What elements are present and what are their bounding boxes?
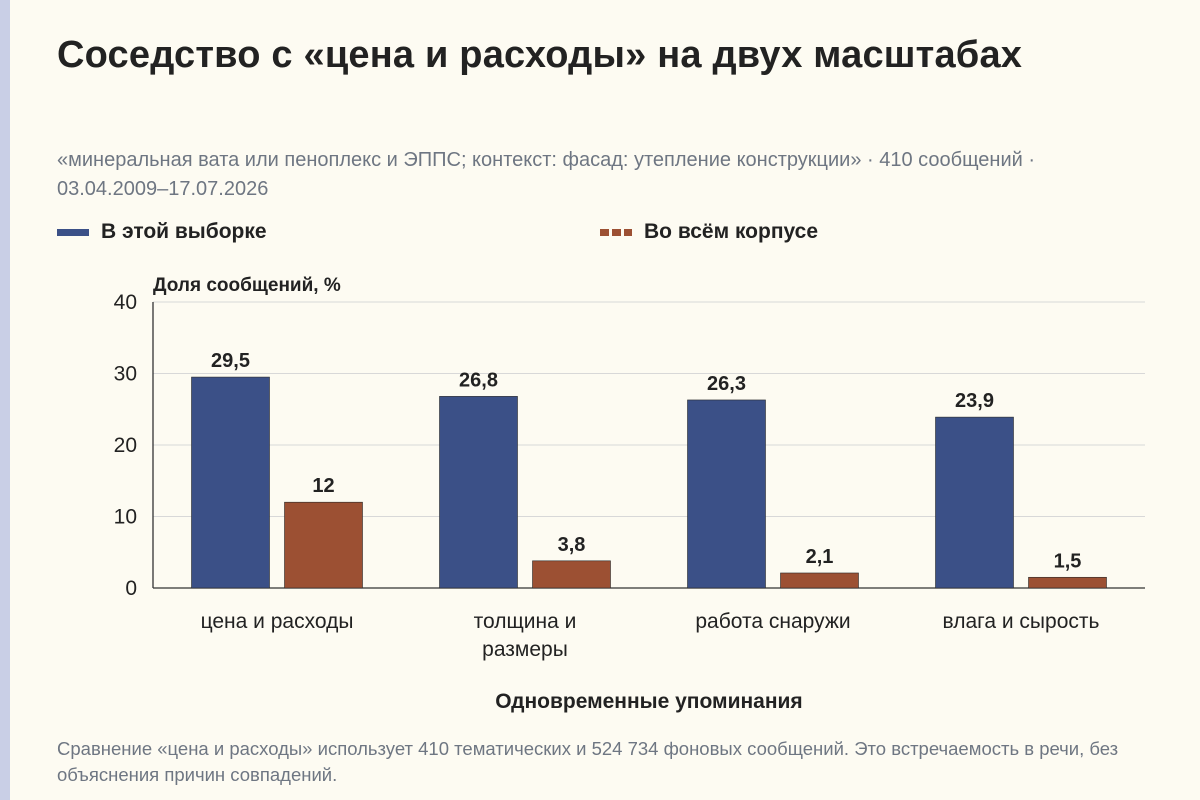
bar-sample <box>191 376 270 589</box>
y-tick-label: 0 <box>125 577 137 600</box>
chart-title: Соседство с «цена и расходы» на двух мас… <box>57 34 1023 76</box>
bar-sample <box>935 416 1014 589</box>
y-tick-label: 20 <box>114 434 137 457</box>
value-label-corpus: 2,1 <box>806 546 834 568</box>
x-category-label: цена и расходы <box>201 610 354 633</box>
x-category-label: размеры <box>482 638 568 661</box>
y-axis-label: Доля сообщений, % <box>153 275 341 296</box>
bar-corpus <box>1028 576 1107 589</box>
y-tick-label: 30 <box>114 363 137 386</box>
value-label-sample: 29,5 <box>211 350 250 372</box>
bar-corpus <box>532 560 611 589</box>
legend-swatch-sample <box>57 228 89 236</box>
chart-subtitle: «минеральная вата или пеноплекс и ЭППС; … <box>57 149 1036 200</box>
legend-item-corpus: Во всём корпусе <box>600 219 818 245</box>
x-category-label: влага и сырость <box>943 610 1100 633</box>
y-tick-label: 10 <box>114 506 137 529</box>
x-axis-title: Одновременные упоминания <box>495 690 802 713</box>
value-label-corpus: 1,5 <box>1054 550 1082 572</box>
legend-label-sample: В этой выборке <box>101 220 267 243</box>
value-label-corpus: 12 <box>312 475 334 497</box>
legend-swatch-corpus <box>600 228 632 236</box>
x-category-label: толщина и <box>474 610 577 633</box>
bar-corpus <box>284 501 363 589</box>
left-accent-strip <box>0 0 10 800</box>
bar-sample <box>687 399 766 589</box>
y-tick-label: 40 <box>114 291 137 314</box>
value-label-sample: 23,9 <box>955 390 994 412</box>
bar-corpus <box>780 572 859 589</box>
legend-label-corpus: Во всём корпусе <box>644 220 819 243</box>
value-label-sample: 26,8 <box>459 369 498 391</box>
chart-footnote: Сравнение «цена и расходы» использует 41… <box>57 738 1119 785</box>
legend-item-sample: В этой выборке <box>57 219 267 245</box>
bar-sample <box>439 396 518 589</box>
value-label-sample: 26,3 <box>707 373 746 395</box>
value-label-corpus: 3,8 <box>558 534 586 556</box>
x-category-label: работа снаружи <box>695 610 850 633</box>
